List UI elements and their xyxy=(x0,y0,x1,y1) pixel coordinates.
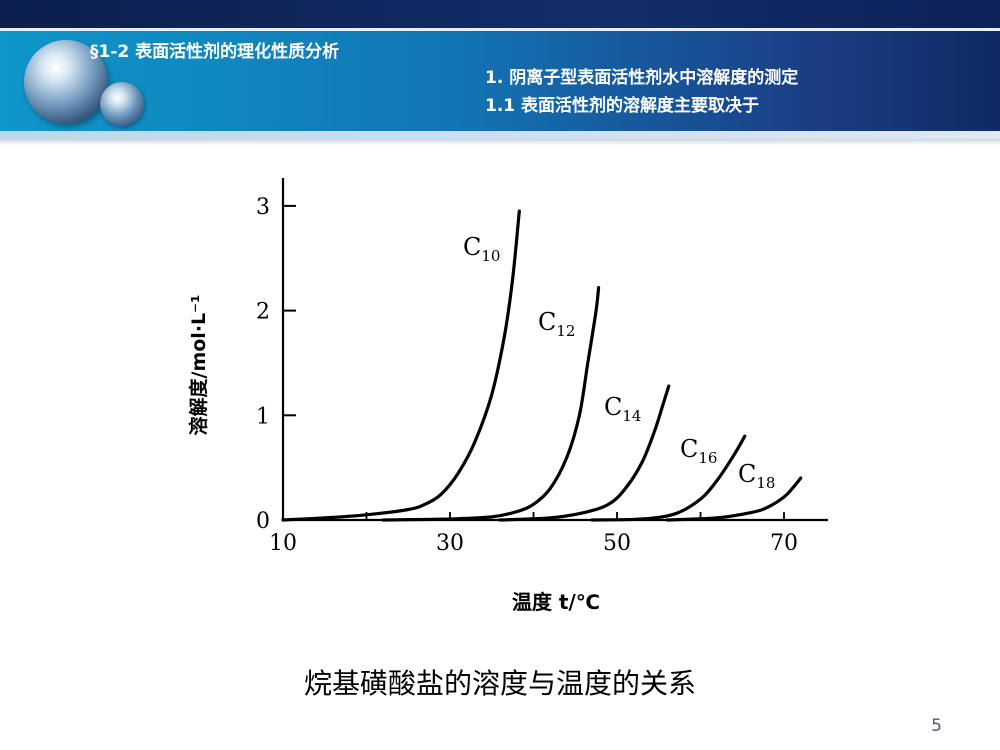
header-band xyxy=(0,31,1000,131)
curve-c10 xyxy=(281,209,521,522)
series-label-c18: C18 xyxy=(738,460,775,492)
header-top-bar xyxy=(0,0,1000,28)
decorative-sphere-large xyxy=(24,40,108,124)
curve-c12 xyxy=(381,286,601,522)
section-title: §1-2 表面活性剂的理化性质分析 xyxy=(90,42,340,62)
curve-c16 xyxy=(590,434,747,522)
y-tick-label: 1 xyxy=(256,404,270,429)
y-axis-label: 溶解度/mol·L⁻¹ xyxy=(187,295,210,436)
x-tick-label: 10 xyxy=(269,531,297,556)
x-tick-label: 70 xyxy=(770,531,798,556)
series-label-c14: C14 xyxy=(604,393,641,425)
curve-c18 xyxy=(665,476,803,522)
chart-curves xyxy=(281,209,803,522)
header-bottom-strip xyxy=(0,131,1000,139)
decorative-sphere-small xyxy=(100,82,144,126)
header-shadow xyxy=(0,139,1000,145)
x-axis-label: 温度 t/℃ xyxy=(512,590,600,614)
chart-ticks: 0 1 2 3 10 30 50 70 xyxy=(256,195,798,556)
chart-series-labels: C10 C12 C14 C16 C18 xyxy=(463,233,775,492)
chart-axes xyxy=(281,178,828,522)
series-label-c16: C16 xyxy=(680,435,717,467)
series-label-c10: C10 xyxy=(463,233,500,265)
curve-c14 xyxy=(498,384,671,522)
header-divider xyxy=(0,28,1000,31)
x-tick-label: 30 xyxy=(436,531,464,556)
y-tick-label: 0 xyxy=(256,509,270,534)
subtitle-line-1: 1. 阴离子型表面活性剂水中溶解度的测定 xyxy=(485,68,799,88)
page-number: 5 xyxy=(931,716,942,736)
x-tick-label: 50 xyxy=(603,531,631,556)
subtitle-line-2: 1.1 表面活性剂的溶解度主要取决于 xyxy=(485,96,760,116)
y-tick-label: 3 xyxy=(256,195,270,220)
y-tick-label: 2 xyxy=(256,300,270,325)
series-label-c12: C12 xyxy=(538,308,575,340)
figure-caption: 烷基磺酸盐的溶度与温度的关系 xyxy=(303,667,696,700)
